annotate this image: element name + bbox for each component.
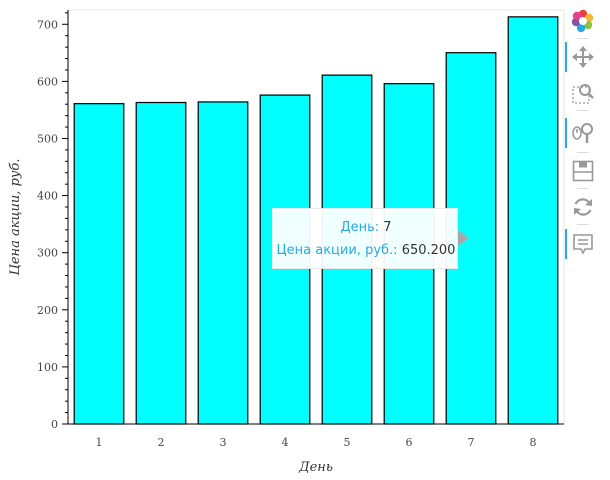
bokeh-logo-icon[interactable]: [571, 9, 595, 33]
hover-tooltip: День: 7 Цена акции, руб.: 650.200: [272, 208, 458, 269]
y-axis: 0 100 200 300 400 500 600 700: [37, 10, 69, 431]
y-tick-label: 700: [37, 18, 58, 31]
y-tick-label: 0: [51, 418, 58, 431]
x-tick-label: 7: [468, 436, 475, 449]
tooltip-value: 7: [383, 220, 392, 235]
toolbar-separator: [577, 110, 589, 111]
x-tick-label: 2: [158, 436, 165, 449]
wheel-zoom-icon: [572, 123, 593, 143]
reset-tool-button[interactable]: [571, 195, 595, 219]
tooltip-pointer: [458, 230, 469, 246]
y-tick-label: 600: [37, 75, 58, 88]
x-tick-label: 1: [96, 436, 103, 449]
tooltip-row-price: Цена акции, руб.: 650.200: [273, 243, 459, 258]
x-axis-title: День: [298, 460, 333, 475]
bar-day-3[interactable]: [197, 101, 249, 425]
toolbar-separator: [577, 38, 589, 39]
hover-icon: [573, 234, 593, 255]
x-tick-label: 3: [220, 436, 227, 449]
tooltip-key: День:: [340, 220, 380, 235]
pan-icon: [572, 46, 594, 68]
bars-group: [73, 16, 559, 425]
x-tick-label: 4: [282, 436, 289, 449]
box-zoom-tool-button[interactable]: [571, 81, 595, 105]
toolbar-separator: [577, 224, 589, 225]
save-icon: [572, 160, 594, 182]
toolbar-separator: [577, 188, 589, 189]
x-tick-label: 5: [344, 436, 351, 449]
y-axis-title: Цена акции, руб.: [8, 159, 23, 276]
x-tick-label: 8: [530, 436, 537, 449]
x-axis: 1 2 3 4 5 6 7 8: [68, 423, 564, 449]
bar-day-1[interactable]: [73, 103, 125, 425]
y-tick-label: 100: [37, 361, 58, 374]
wheel-zoom-tool-button[interactable]: [565, 118, 595, 148]
y-tick-label: 400: [37, 190, 58, 203]
bar-day-8[interactable]: [507, 16, 559, 425]
chart-toolbar: [565, 4, 605, 274]
tooltip-key: Цена акции, руб.:: [276, 243, 398, 258]
save-tool-button[interactable]: [571, 159, 595, 183]
hover-tool-button[interactable]: [565, 229, 595, 259]
toolbar-separator: [577, 152, 589, 153]
tooltip-value: 650.200: [401, 243, 456, 258]
y-tick-label: 200: [37, 304, 58, 317]
reset-icon: [574, 198, 592, 216]
box-zoom-icon: [572, 84, 594, 104]
pan-tool-button[interactable]: [565, 42, 595, 72]
x-tick-label: 6: [406, 436, 413, 449]
tooltip-row-day: День: 7: [273, 220, 459, 235]
bar-day-2[interactable]: [135, 101, 187, 425]
y-tick-label: 300: [37, 247, 58, 260]
y-tick-label: 500: [37, 132, 58, 145]
